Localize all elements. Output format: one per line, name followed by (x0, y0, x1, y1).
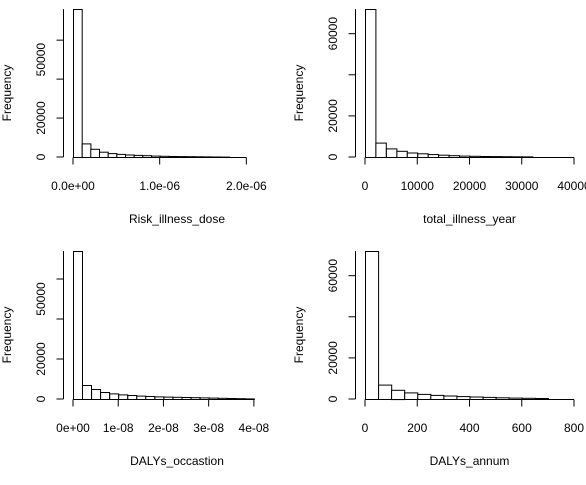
histogram-bar (378, 384, 393, 401)
histogram-bar (127, 395, 138, 400)
x-axis-title: Risk_illness_dose (129, 212, 225, 226)
y-tick-label: 20000 (34, 342, 48, 376)
x-tick-label: 1e-08 (103, 421, 134, 435)
x-tick-label: 0 (362, 179, 369, 193)
y-tick-label: 0 (326, 153, 340, 160)
y-tick-label: 0 (34, 395, 48, 402)
y-tick-label: 60000 (326, 259, 340, 293)
histogram-bar (391, 389, 406, 401)
y-tick-label: 20000 (326, 341, 340, 375)
histogram-panel-1: 0.0e+00 1.0e-06 2.0e-06 0 20000 50000 Risk_ill… (0, 9, 267, 226)
histogram-bar (365, 9, 377, 158)
histogram-bar (99, 151, 109, 158)
histogram-bar (443, 395, 458, 400)
x-tick-label: 1.0e-06 (139, 179, 180, 193)
histogram-bar (417, 153, 429, 159)
x-tick-label: 10000 (401, 179, 435, 193)
histogram-bar (365, 251, 380, 400)
histogram-bar (430, 394, 445, 400)
histogram-bar (73, 9, 83, 158)
y-tick-label: 60000 (326, 17, 340, 51)
y-tick-label: 20000 (326, 99, 340, 133)
x-axis-title: DALYs_occastion (130, 454, 224, 468)
x-tick-label: 4e-08 (239, 421, 270, 435)
histogram-bar (107, 153, 118, 159)
histogram-bar (91, 389, 102, 400)
x-axis-title: total_illness_year (423, 212, 516, 226)
histogram-panel-4: 0 200 400 600 800 0 20000 60000 DALYs_annum Frequ… (292, 251, 584, 468)
x-tick-label: 3e-08 (193, 421, 224, 435)
x-tick-label: 200 (407, 421, 427, 435)
y-axis-title: Frequency (0, 307, 14, 364)
x-tick-label: 0 (362, 421, 369, 435)
x-axis-title: DALYs_annum (430, 454, 510, 468)
histogram-bar (73, 251, 83, 400)
histogram-bar (417, 393, 432, 400)
x-tick-label: 600 (512, 421, 532, 435)
y-axis-title: Frequency (0, 65, 14, 122)
histogram-bar (90, 148, 101, 159)
x-tick-label: 20000 (453, 179, 487, 193)
x-tick-label: 400 (459, 421, 479, 435)
y-tick-label: 0 (326, 395, 340, 402)
histogram-bar (136, 395, 147, 401)
y-tick-label: 0 (34, 153, 48, 160)
histogram-bar (404, 392, 419, 400)
histogram-bar (100, 392, 111, 400)
y-tick-label: 50000 (34, 282, 48, 316)
histogram-bar (82, 385, 92, 400)
y-tick-label: 50000 (34, 43, 48, 77)
y-axis-title: Frequency (292, 307, 306, 364)
x-tick-label: 0.0e+00 (51, 179, 95, 193)
x-tick-label: 800 (564, 421, 584, 435)
y-axis-title: Frequency (292, 65, 306, 122)
x-tick-label: 0e+00 (56, 421, 90, 435)
histogram-bar (385, 148, 398, 158)
x-tick-label: 30000 (505, 179, 539, 193)
x-tick-label: 2e-08 (148, 421, 179, 435)
histogram-panel-3: 0e+00 1e-08 2e-08 3e-08 4e-08 0 20000 50000 DALY… (0, 251, 270, 468)
histogram-bar (81, 143, 92, 158)
histogram-bar (118, 394, 129, 400)
y-tick-label: 20000 (34, 101, 48, 135)
histogram-bar (406, 152, 419, 158)
histogram-bar (375, 142, 387, 159)
histogram-bar (109, 393, 120, 400)
histogram-bar (396, 150, 408, 159)
x-tick-label: 2.0e-06 (226, 179, 267, 193)
